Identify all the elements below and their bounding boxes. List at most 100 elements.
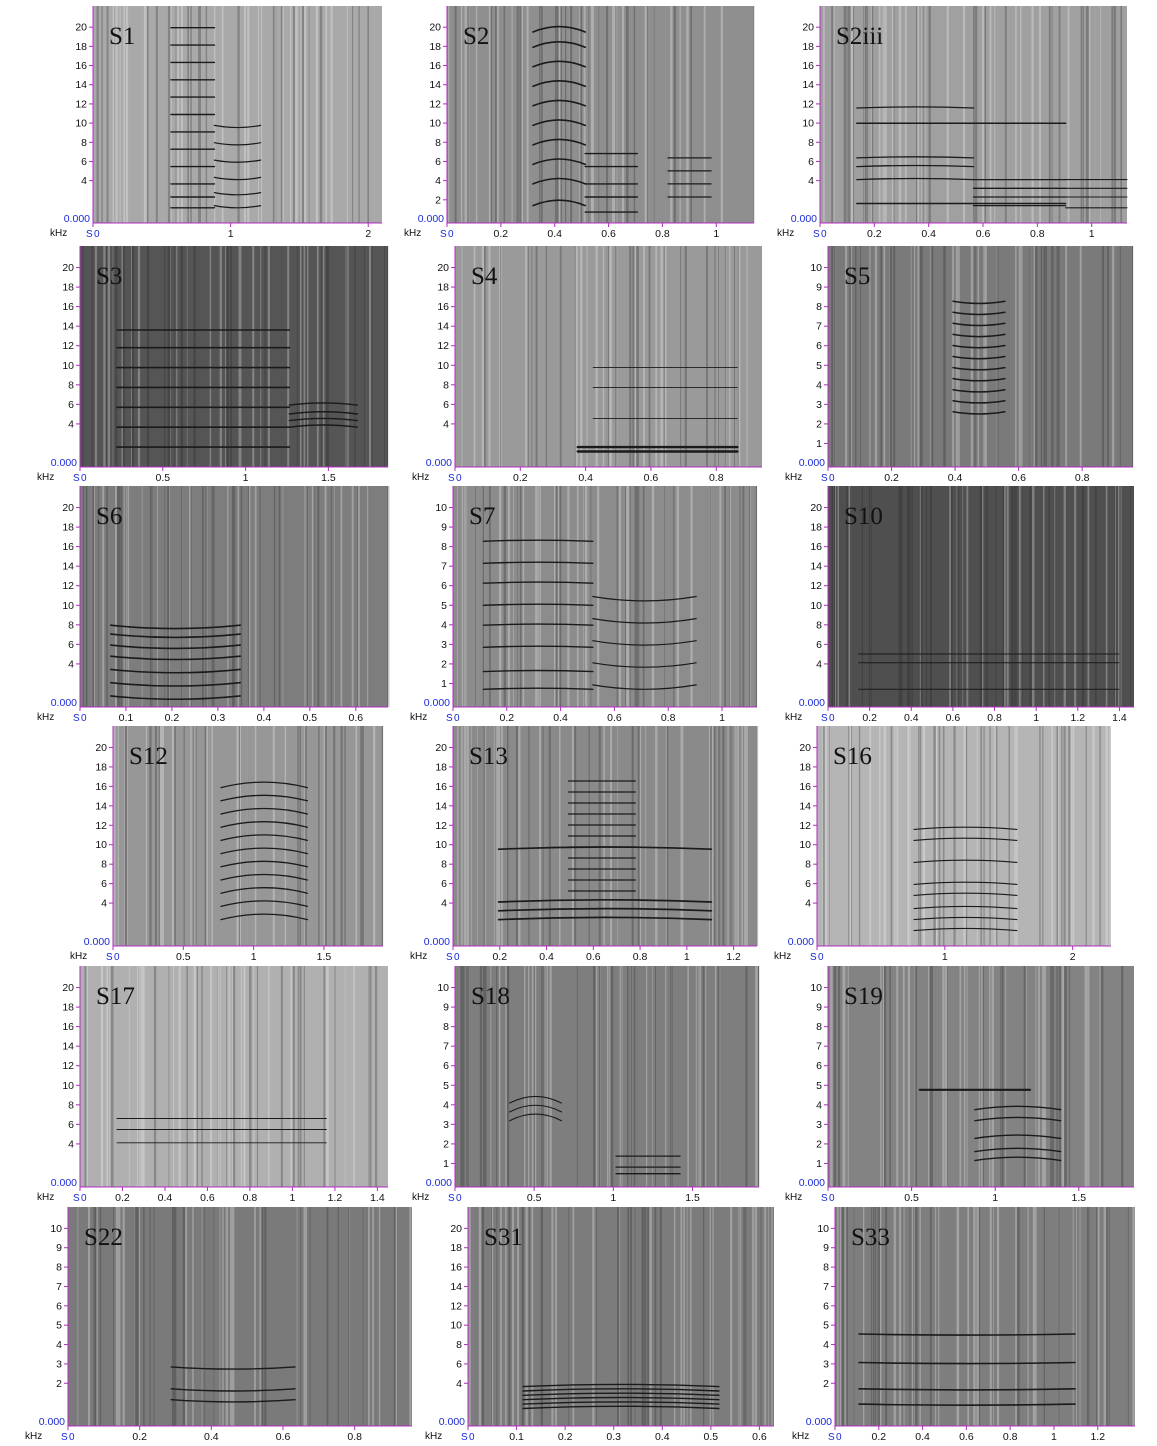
harmonic-trace <box>952 344 1006 349</box>
spectrogram-background <box>80 966 388 1187</box>
y-tick-label: 9 <box>816 1002 822 1014</box>
y-tick-label: 8 <box>101 859 107 871</box>
spectrogram-svg: 20 18 16 14 12 10 8 6 4 0.000 kHz 0 0.5 1 1.5 S S3 <box>37 246 389 484</box>
x-tick-label: 0.6 <box>976 228 991 240</box>
x-tick-label: 0 <box>448 229 454 240</box>
y-zero-label: 0.000 <box>799 457 825 469</box>
x-tick-label: 1 <box>251 951 257 963</box>
harmonic-trace <box>220 847 309 855</box>
x-tick-label: 1.2 <box>726 951 741 963</box>
harmonic-trace <box>532 199 586 207</box>
harmonic-trace <box>858 1388 1076 1391</box>
spectrogram-svg: 20 18 16 14 12 10 8 6 4 0.000 kHz 0 0.1 0.2 0.3 0.4 0.5 0… <box>37 486 390 724</box>
y-tick-label: 4 <box>805 898 811 910</box>
harmonic-trace <box>509 1113 562 1122</box>
y-tick-label: 12 <box>435 820 447 832</box>
y-zero-label: 0.000 <box>424 697 450 709</box>
harmonic-trace <box>170 1399 296 1403</box>
y-tick-label: 8 <box>805 859 811 871</box>
y-tick-label: 10 <box>802 118 814 130</box>
y-unit-label: kHz <box>37 472 54 483</box>
panel-label: S31 <box>484 1224 523 1251</box>
y-tick-label: 6 <box>816 340 822 352</box>
y-tick-label: 20 <box>429 22 441 34</box>
x-tick-label: 0.4 <box>547 228 562 240</box>
x-tick-label: 0 <box>114 952 120 963</box>
y-tick-label: 4 <box>443 1099 449 1111</box>
harmonic-traces <box>170 26 262 209</box>
y-tick-label: 4 <box>441 619 447 631</box>
y-tick-label: 10 <box>437 982 449 994</box>
noise-texture <box>84 966 390 1187</box>
x-origin-label: S <box>461 1432 468 1443</box>
y-tick-label: 12 <box>429 98 441 110</box>
y-tick-label: 6 <box>816 639 822 651</box>
y-tick-label: 3 <box>441 639 447 651</box>
y-tick-label: 12 <box>450 1300 462 1312</box>
y-tick-label: 7 <box>816 1041 822 1053</box>
y-tick-label: 16 <box>802 60 814 72</box>
spectrogram-background <box>828 246 1133 467</box>
x-tick-label: 0.5 <box>527 1192 542 1204</box>
y-tick-label: 7 <box>823 1281 829 1293</box>
x-tick-label: 2 <box>365 228 371 240</box>
y-tick-label: 14 <box>95 800 107 812</box>
panel-label: S3 <box>96 263 122 290</box>
y-tick-label: 12 <box>810 580 822 592</box>
noise-texture <box>823 6 1123 223</box>
y-unit-label: kHz <box>412 472 429 483</box>
noise-texture <box>468 1207 773 1426</box>
y-tick-label: 10 <box>810 982 822 994</box>
panel-label: S7 <box>469 503 495 530</box>
x-tick-label: 1.2 <box>1090 1431 1105 1443</box>
y-tick-label: 12 <box>95 820 107 832</box>
y-unit-label: kHz <box>412 1192 429 1203</box>
x-tick-label: 0.6 <box>752 1431 767 1443</box>
harmonic-trace <box>592 640 697 646</box>
x-tick-label: 0.6 <box>644 472 659 484</box>
x-origin-label: S <box>446 952 453 963</box>
x-tick-label: 0.4 <box>578 472 593 484</box>
harmonic-trace <box>952 300 1006 305</box>
y-tick-label: 1 <box>441 678 447 690</box>
harmonic-trace <box>220 913 309 921</box>
x-origin-label: S <box>61 1432 68 1443</box>
x-tick-label: 0.2 <box>513 472 528 484</box>
x-tick-label: 0.6 <box>586 951 601 963</box>
spectrogram-panel-s10: 20 18 16 14 12 10 8 6 4 0.000 kHz 0 0.2 0.4 0.6 0.8 1 1.2… <box>783 486 1139 727</box>
noise-texture <box>77 1207 412 1426</box>
spectrogram-background <box>455 966 759 1187</box>
spectrogram-panel-s6: 20 18 16 14 12 10 8 6 4 0.000 kHz 0 0.1 0.2 0.3 0.4 0.5 0… <box>35 486 393 727</box>
y-tick-label: 16 <box>75 60 87 72</box>
spectrogram-panel-s17: 20 18 16 14 12 10 8 6 4 0.000 kHz 0 0.2 0.4 0.6 0.8 1 1.2… <box>35 966 393 1207</box>
harmonic-trace <box>482 539 594 542</box>
y-tick-label: 2 <box>56 1378 62 1390</box>
y-tick-label: 2 <box>823 1378 829 1390</box>
spectrogram-svg: 20 18 16 14 12 10 8 6 4 0.000 kHz 0 0.1 0.2 0.3 0.4 0.5 0… <box>425 1207 774 1443</box>
y-tick-label: 3 <box>816 399 822 411</box>
y-tick-label: 3 <box>823 1358 829 1370</box>
x-origin-label: S <box>828 1432 835 1443</box>
y-tick-label: 14 <box>799 800 811 812</box>
y-tick-label: 10 <box>450 1320 462 1332</box>
x-tick-label: 0.4 <box>915 1431 930 1443</box>
y-tick-label: 8 <box>81 137 87 149</box>
spectrogram-panel-s13: 20 18 16 14 12 10 8 6 4 0.000 kHz 0 0.2 0.4 0.6 0.8 1 1.2… <box>408 726 762 966</box>
harmonic-trace <box>497 907 713 912</box>
x-tick-label: 0.5 <box>176 951 191 963</box>
noise-texture <box>461 246 748 467</box>
harmonic-traces <box>497 780 713 921</box>
y-tick-label: 10 <box>62 360 74 372</box>
y-zero-label: 0.000 <box>418 213 444 225</box>
x-tick-label: 0 <box>69 1432 75 1443</box>
x-tick-label: 0.4 <box>539 951 554 963</box>
y-tick-label: 12 <box>62 340 74 352</box>
x-tick-label: 0 <box>836 1432 842 1443</box>
noise-texture <box>457 486 758 707</box>
y-tick-label: 14 <box>802 79 814 91</box>
y-tick-label: 10 <box>435 839 447 851</box>
x-tick-label: 0.1 <box>509 1431 524 1443</box>
y-tick-label: 20 <box>62 502 74 514</box>
harmonic-trace <box>858 1333 1076 1336</box>
y-tick-label: 12 <box>75 98 87 110</box>
